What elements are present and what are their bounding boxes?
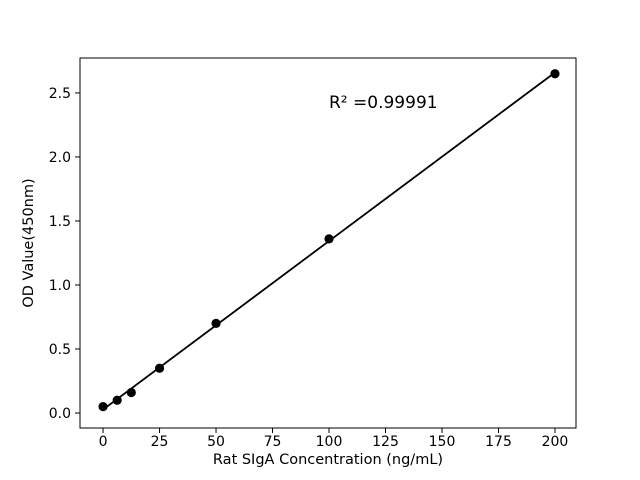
data-point: [211, 318, 221, 329]
axes-spines: [79, 57, 577, 429]
x-tick-label: 150: [429, 434, 456, 450]
y-tick-label: 2.5: [49, 86, 71, 102]
y-tick-label: 1.0: [49, 278, 71, 294]
r-squared-annotation: R² =0.99991: [329, 93, 438, 113]
plot-area: 0 25 50 75 100 125 150 175 200 0.0 0.5 1.0 1.5 2.0 2.5: [49, 57, 577, 450]
data-point: [550, 69, 560, 79]
x-tick-label: 100: [316, 434, 343, 450]
x-tick-label: 25: [151, 434, 169, 450]
data-point: [154, 363, 165, 373]
y-tick-label: 2.0: [49, 150, 71, 166]
x-tick-label: 75: [264, 434, 282, 450]
x-tick-label: 200: [542, 434, 569, 450]
data-point: [98, 402, 108, 412]
x-tick-label: 175: [485, 434, 512, 450]
x-axis-label: Rat SIgA Concentration (ng/mL): [213, 452, 443, 468]
y-tick-label: 0.0: [49, 406, 71, 422]
data-point: [112, 395, 122, 405]
y-tick-label: 1.5: [49, 214, 71, 230]
y-axis-label: OD Value(450nm): [21, 178, 37, 307]
x-tick-label: 50: [207, 434, 225, 450]
data-point: [126, 387, 136, 398]
y-tick-label: 0.5: [49, 342, 71, 358]
data-point: [324, 234, 334, 244]
x-tick-label: 125: [372, 434, 399, 450]
x-tick-label: 0: [99, 434, 108, 450]
